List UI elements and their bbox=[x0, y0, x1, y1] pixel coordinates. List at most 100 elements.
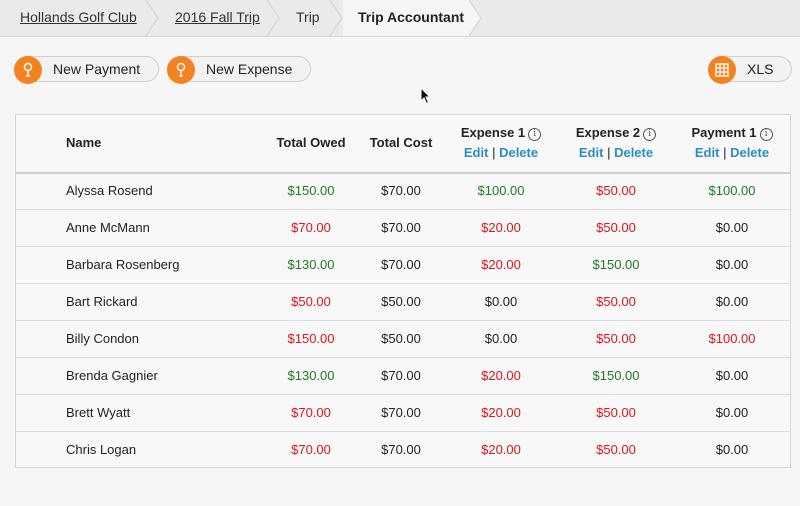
payment-1-cell: $0.00 bbox=[715, 257, 749, 272]
payment-1-title: Payment 1 bbox=[691, 125, 757, 140]
breadcrumb-separator-icon bbox=[266, 0, 280, 36]
table-row: Brett Wyatt $70.00 $70.00 $20.00 $50.00 … bbox=[16, 395, 790, 432]
golf-tee-icon bbox=[167, 56, 195, 84]
info-icon[interactable]: i bbox=[643, 128, 657, 141]
new-payment-button[interactable]: New Payment bbox=[14, 56, 159, 84]
breadcrumb-trip-accountant: Trip Accountant bbox=[343, 0, 469, 36]
expense-2-cell: $150.00 bbox=[592, 368, 640, 383]
total-cost-cell: $70.00 bbox=[381, 183, 421, 198]
info-icon[interactable]: i bbox=[759, 128, 773, 141]
expense-2-edit-link[interactable]: Edit bbox=[578, 145, 604, 160]
total-owed-cell: $70.00 bbox=[291, 442, 331, 457]
expense-2-cell: $50.00 bbox=[596, 331, 636, 346]
expense-1-cell: $20.00 bbox=[481, 405, 521, 420]
table-row: Anne McMann $70.00 $70.00 $20.00 $50.00 … bbox=[16, 210, 790, 247]
link-separator: | bbox=[607, 145, 611, 160]
expense-2-actions: Edit | Delete bbox=[561, 145, 671, 160]
link-separator: | bbox=[723, 145, 727, 160]
payment-1-cell: $0.00 bbox=[715, 405, 749, 420]
total-owed-cell: $130.00 bbox=[287, 257, 335, 272]
total-owed-cell: $50.00 bbox=[291, 294, 331, 309]
payment-1-edit-link[interactable]: Edit bbox=[694, 145, 720, 160]
payment-1-cell: $0.00 bbox=[715, 442, 749, 457]
column-header-name[interactable]: Name bbox=[66, 135, 102, 150]
new-expense-label: New Expense bbox=[206, 61, 293, 77]
mouse-pointer-icon bbox=[420, 87, 432, 105]
expense-1-cell: $20.00 bbox=[481, 442, 521, 457]
total-cost-cell: $70.00 bbox=[381, 405, 421, 420]
expense-2-cell: $150.00 bbox=[592, 257, 640, 272]
total-cost-cell: $70.00 bbox=[381, 220, 421, 235]
breadcrumb-hollands-golf-club[interactable]: Hollands Golf Club bbox=[20, 9, 137, 25]
expense-1-delete-link[interactable]: Delete bbox=[499, 145, 539, 160]
expense-1-cell: $0.00 bbox=[484, 294, 518, 309]
table-row: Barbara Rosenberg $130.00 $70.00 $20.00 … bbox=[16, 247, 790, 284]
expense-1-cell: $20.00 bbox=[481, 220, 521, 235]
expense-1-edit-link[interactable]: Edit bbox=[463, 145, 489, 160]
expense-1-cell: $20.00 bbox=[481, 368, 521, 383]
table-row: Bart Rickard $50.00 $50.00 $0.00 $50.00 … bbox=[16, 284, 790, 321]
payment-1-actions: Edit | Delete bbox=[677, 145, 787, 160]
spreadsheet-icon bbox=[708, 56, 736, 84]
total-owed-cell: $70.00 bbox=[291, 220, 331, 235]
breadcrumb-separator-icon bbox=[145, 0, 159, 36]
golf-tee-icon bbox=[14, 56, 42, 84]
breadcrumb-separator-icon bbox=[329, 0, 343, 36]
member-name: Brenda Gagnier bbox=[66, 368, 158, 383]
payment-1-cell: $100.00 bbox=[708, 331, 756, 346]
member-name: Chris Logan bbox=[66, 442, 137, 457]
breadcrumb-active-arrow-icon bbox=[469, 0, 482, 36]
member-name: Anne McMann bbox=[66, 220, 150, 235]
total-cost-cell: $70.00 bbox=[381, 442, 421, 457]
breadcrumb-trip[interactable]: Trip bbox=[296, 9, 320, 25]
breadcrumb-2016-fall-trip[interactable]: 2016 Fall Trip bbox=[175, 9, 260, 25]
xls-label: XLS bbox=[747, 61, 774, 77]
breadcrumb: Hollands Golf Club 2016 Fall Trip Trip T… bbox=[0, 0, 800, 37]
member-name: Barbara Rosenberg bbox=[66, 257, 180, 272]
new-expense-button[interactable]: New Expense bbox=[167, 56, 311, 84]
table-row: Billy Condon $150.00 $50.00 $0.00 $50.00… bbox=[16, 321, 790, 358]
table-row: Brenda Gagnier $130.00 $70.00 $20.00 $15… bbox=[16, 358, 790, 395]
expense-2-delete-link[interactable]: Delete bbox=[614, 145, 654, 160]
payment-1-cell: $0.00 bbox=[715, 220, 749, 235]
expense-2-cell: $50.00 bbox=[596, 442, 636, 457]
member-name: Brett Wyatt bbox=[66, 405, 131, 420]
member-name: Bart Rickard bbox=[66, 294, 138, 309]
expense-1-cell: $0.00 bbox=[484, 331, 518, 346]
column-header-total-owed[interactable]: Total Owed bbox=[276, 135, 346, 150]
expense-1-cell: $20.00 bbox=[481, 257, 521, 272]
expense-1-title: Expense 1 bbox=[460, 125, 526, 140]
payment-1-cell: $0.00 bbox=[715, 294, 749, 309]
link-separator: | bbox=[492, 145, 496, 160]
member-name: Alyssa Rosend bbox=[66, 183, 153, 198]
expense-2-cell: $50.00 bbox=[596, 220, 636, 235]
xls-export-button[interactable]: XLS bbox=[708, 56, 792, 84]
total-cost-cell: $50.00 bbox=[381, 331, 421, 346]
total-cost-cell: $50.00 bbox=[381, 294, 421, 309]
info-icon[interactable]: i bbox=[528, 128, 542, 141]
expense-2-cell: $50.00 bbox=[596, 405, 636, 420]
expense-1-actions: Edit | Delete bbox=[446, 145, 556, 160]
expense-1-cell: $100.00 bbox=[477, 183, 525, 198]
payment-1-cell: $100.00 bbox=[708, 183, 756, 198]
new-payment-label: New Payment bbox=[53, 61, 141, 77]
payment-1-cell: $0.00 bbox=[715, 368, 749, 383]
payment-1-delete-link[interactable]: Delete bbox=[730, 145, 770, 160]
member-name: Billy Condon bbox=[66, 331, 139, 346]
total-owed-cell: $130.00 bbox=[287, 368, 335, 383]
total-cost-cell: $70.00 bbox=[381, 257, 421, 272]
total-owed-cell: $70.00 bbox=[291, 405, 331, 420]
expense-2-cell: $50.00 bbox=[596, 294, 636, 309]
total-owed-cell: $150.00 bbox=[287, 331, 335, 346]
expense-2-cell: $50.00 bbox=[596, 183, 636, 198]
column-header-total-cost[interactable]: Total Cost bbox=[369, 135, 433, 150]
total-owed-cell: $150.00 bbox=[287, 183, 335, 198]
total-cost-cell: $70.00 bbox=[381, 368, 421, 383]
table-row: Chris Logan $70.00 $70.00 $20.00 $50.00 … bbox=[16, 432, 790, 469]
table-row: Alyssa Rosend $150.00 $70.00 $100.00 $50… bbox=[16, 173, 790, 210]
